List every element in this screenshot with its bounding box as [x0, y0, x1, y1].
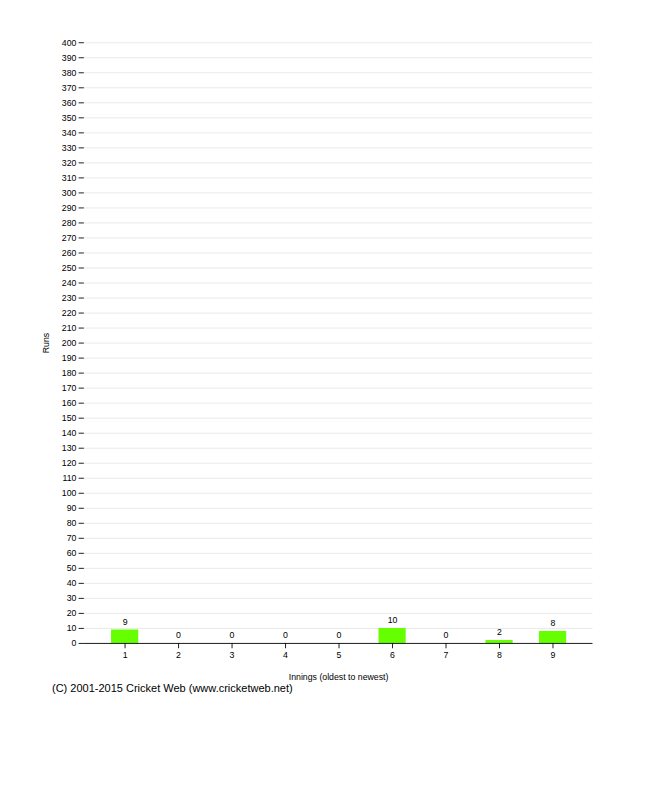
svg-text:340: 340 — [62, 128, 77, 138]
svg-text:20: 20 — [67, 608, 77, 618]
svg-text:320: 320 — [62, 158, 77, 168]
svg-text:40: 40 — [67, 578, 77, 588]
svg-text:180: 180 — [62, 368, 77, 378]
svg-text:90: 90 — [67, 503, 77, 513]
svg-text:390: 390 — [62, 53, 77, 63]
svg-text:9: 9 — [551, 650, 556, 660]
svg-text:70: 70 — [67, 533, 77, 543]
svg-text:2: 2 — [497, 627, 502, 637]
svg-text:7: 7 — [444, 650, 449, 660]
svg-text:2: 2 — [176, 650, 181, 660]
svg-text:360: 360 — [62, 98, 77, 108]
svg-text:6: 6 — [390, 650, 395, 660]
svg-text:130: 130 — [62, 443, 77, 453]
svg-text:280: 280 — [62, 218, 77, 228]
svg-text:220: 220 — [62, 308, 77, 318]
svg-text:200: 200 — [62, 338, 77, 348]
svg-text:270: 270 — [62, 233, 77, 243]
svg-text:300: 300 — [62, 188, 77, 198]
svg-text:100: 100 — [62, 488, 77, 498]
svg-text:140: 140 — [62, 428, 77, 438]
svg-text:310: 310 — [62, 173, 77, 183]
svg-text:0: 0 — [230, 630, 235, 640]
html-text:(C) 2001-2015 Cricket Web (www: (C) 2001-2015 Cricket Web (www.cricketwe… — [52, 682, 293, 695]
svg-text:250: 250 — [62, 263, 77, 273]
svg-text:10: 10 — [388, 615, 398, 625]
svg-text:8: 8 — [551, 618, 556, 628]
svg-text:0: 0 — [283, 630, 288, 640]
svg-text:210: 210 — [62, 323, 77, 333]
svg-text:350: 350 — [62, 113, 77, 123]
svg-text:0: 0 — [176, 630, 181, 640]
svg-text:330: 330 — [62, 143, 77, 153]
svg-text:60: 60 — [67, 548, 77, 558]
svg-text:240: 240 — [62, 278, 77, 288]
svg-text:150: 150 — [62, 413, 77, 423]
svg-text:160: 160 — [62, 398, 77, 408]
svg-text:400: 400 — [62, 38, 77, 48]
svg-text:1: 1 — [123, 650, 128, 660]
svg-text:Runs: Runs — [41, 332, 51, 353]
svg-text:380: 380 — [62, 68, 77, 78]
svg-text:4: 4 — [283, 650, 288, 660]
svg-text:10: 10 — [67, 623, 77, 633]
svg-text:290: 290 — [62, 203, 77, 213]
svg-text:120: 120 — [62, 458, 77, 468]
svg-text:30: 30 — [67, 593, 77, 603]
svg-text:8: 8 — [497, 650, 502, 660]
svg-text:9: 9 — [123, 617, 128, 627]
svg-text:170: 170 — [62, 383, 77, 393]
svg-text:Innings (oldest to newest): Innings (oldest to newest) — [289, 672, 389, 682]
svg-text:230: 230 — [62, 293, 77, 303]
svg-text:110: 110 — [62, 473, 76, 483]
svg-text:0: 0 — [337, 630, 342, 640]
svg-text:190: 190 — [62, 353, 77, 363]
svg-text:5: 5 — [337, 650, 342, 660]
svg-text:80: 80 — [67, 518, 77, 528]
svg-text:50: 50 — [67, 563, 77, 573]
svg-text:260: 260 — [62, 248, 77, 258]
svg-text:370: 370 — [62, 83, 77, 93]
svg-text:3: 3 — [230, 650, 235, 660]
svg-text:0: 0 — [444, 630, 449, 640]
svg-text:0: 0 — [72, 638, 77, 648]
